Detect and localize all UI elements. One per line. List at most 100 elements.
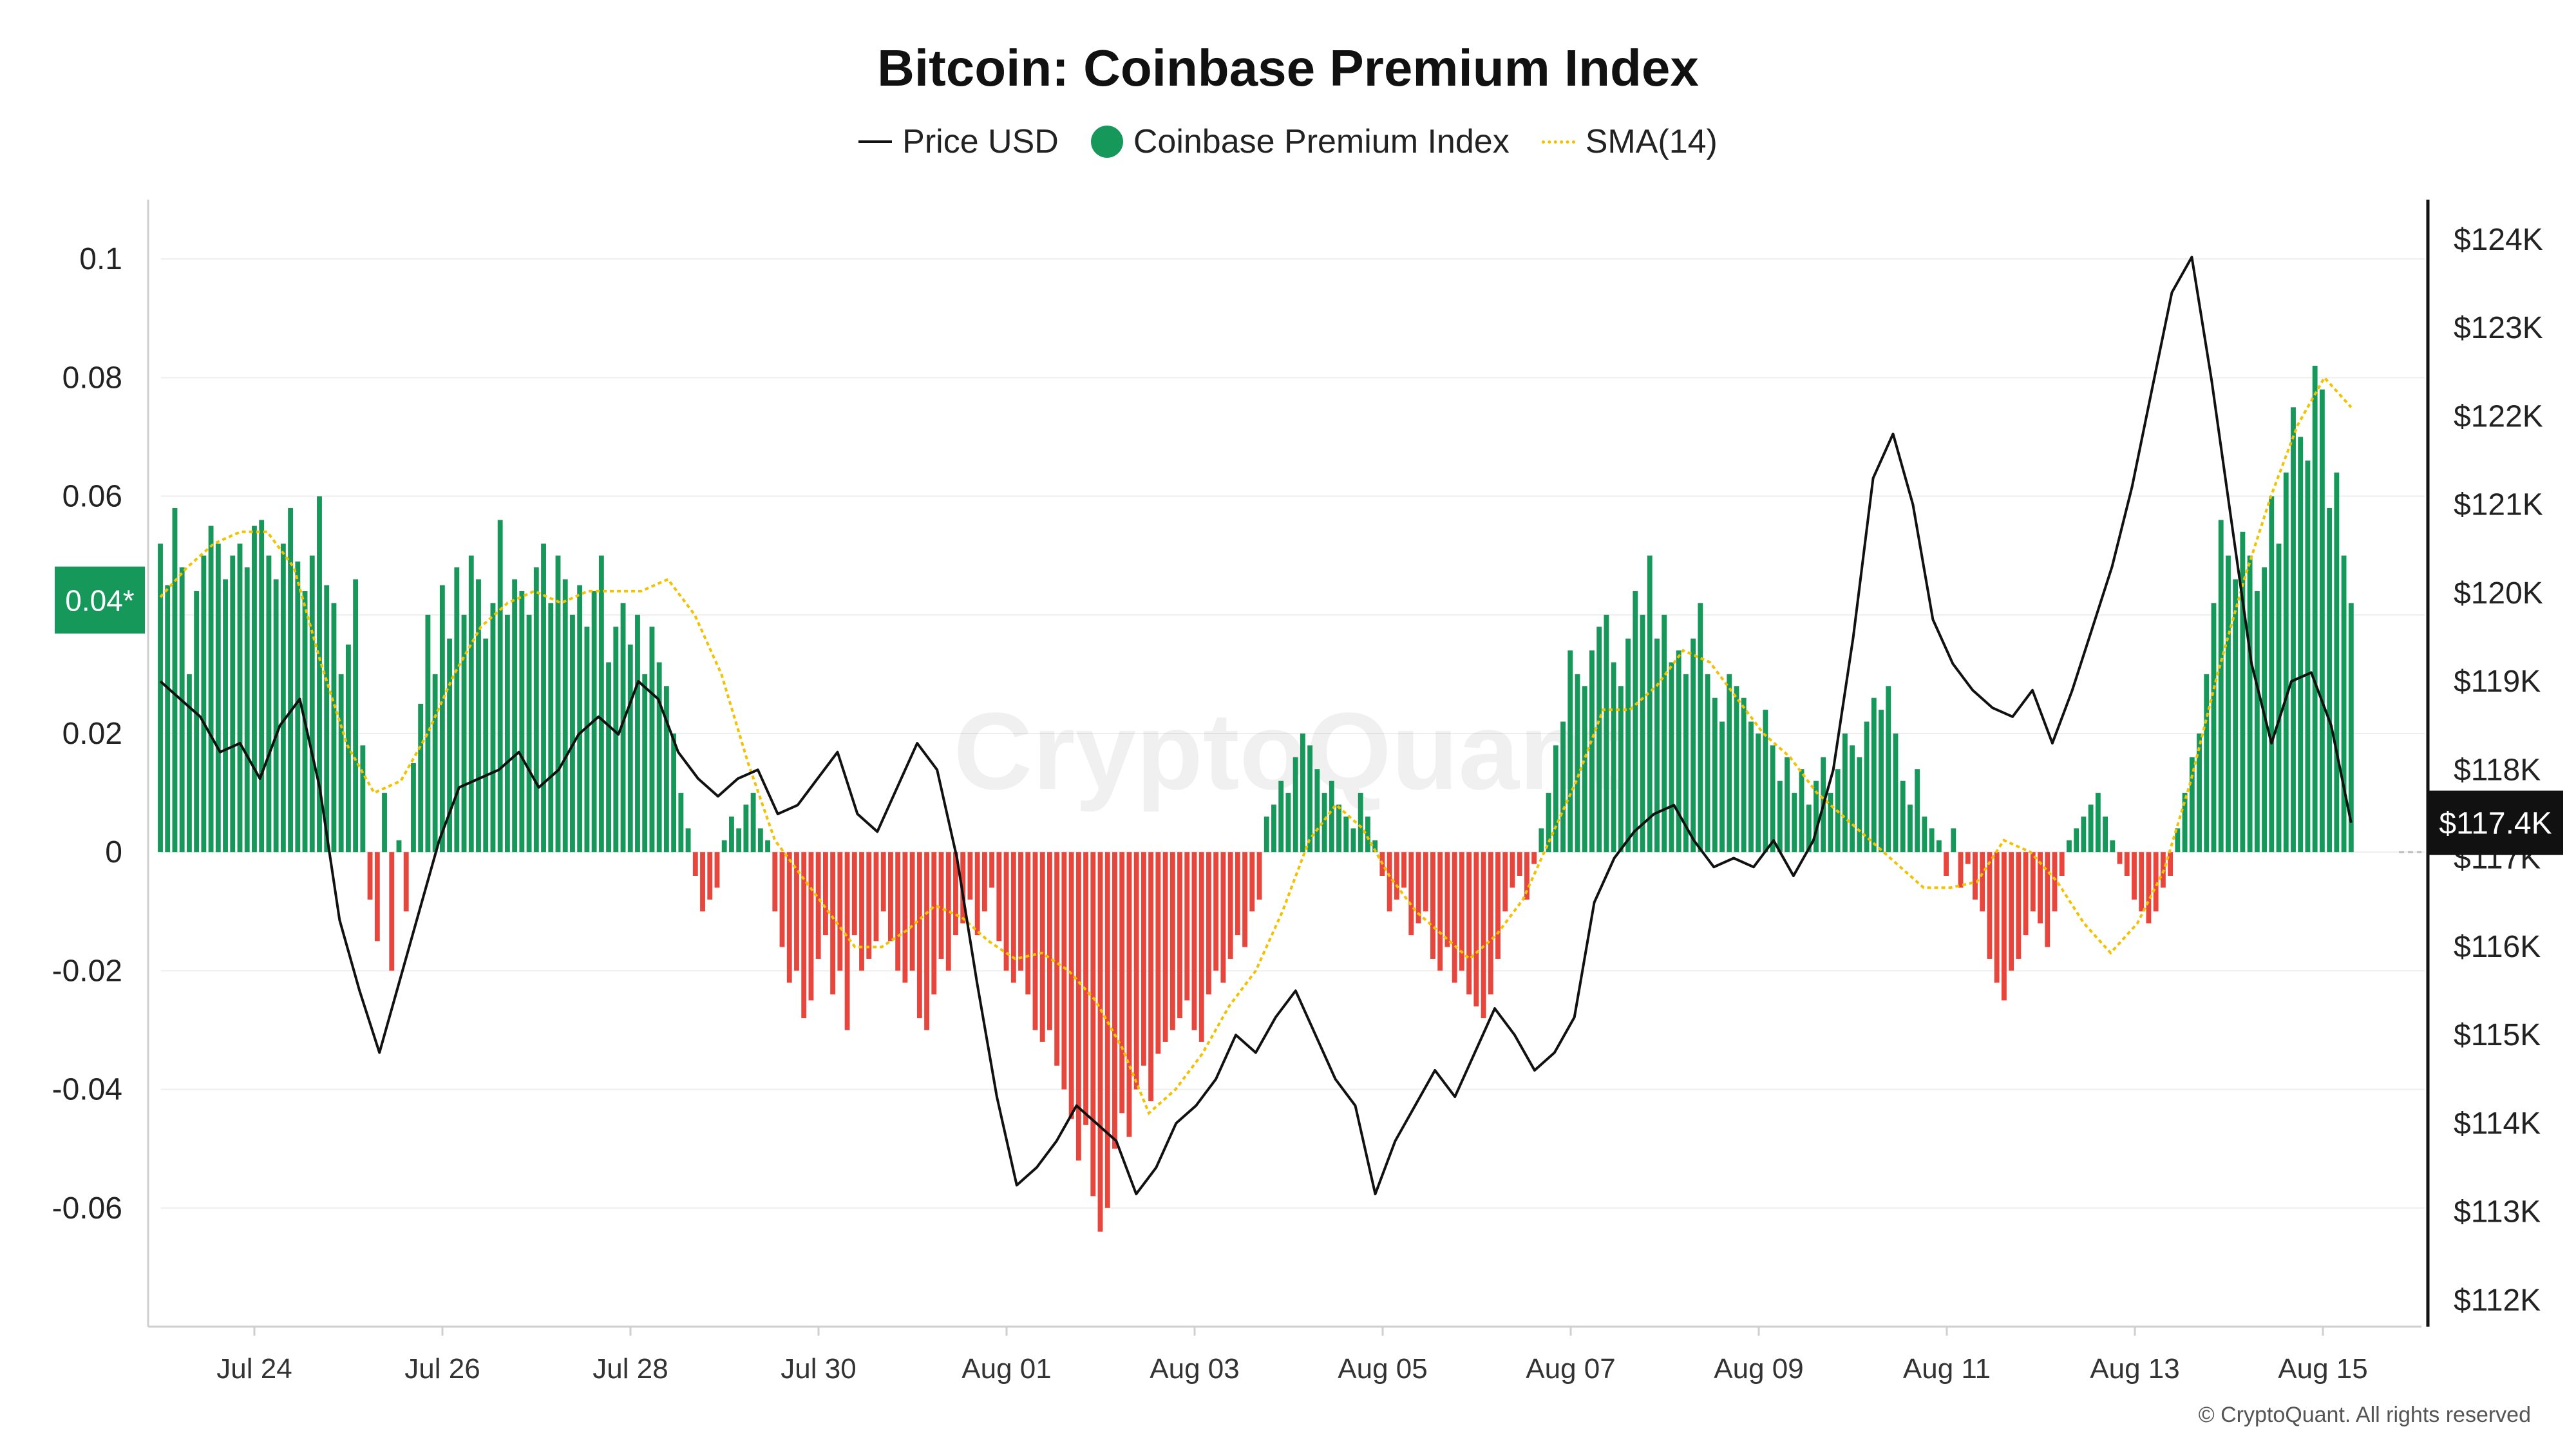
premium-bar-positive: [1734, 686, 1739, 853]
premium-bar-positive: [1336, 804, 1341, 853]
premium-bar-negative: [1213, 852, 1219, 971]
premium-bar-positive: [729, 816, 734, 853]
sma-dash-swatch: [1541, 140, 1575, 144]
premium-bar-positive: [1546, 793, 1551, 853]
premium-bar-negative: [1032, 852, 1038, 1030]
price-line: [159, 256, 2353, 1196]
premium-bar-negative: [1502, 852, 1508, 912]
premium-bar-negative: [1524, 852, 1530, 900]
premium-bar-positive: [244, 567, 250, 853]
premium-bar-positive: [447, 638, 453, 853]
premium-bar-positive: [1307, 745, 1313, 853]
premium-bar-positive: [2204, 674, 2210, 853]
premium-bar-positive: [1770, 745, 1776, 853]
premium-bar-positive: [1293, 757, 1298, 853]
premium-bar-positive: [165, 585, 171, 853]
copyright-notice: © CryptoQuant. All rights reserved: [2198, 1403, 2531, 1427]
premium-bar-positive: [685, 828, 691, 853]
premium-bar-positive: [237, 544, 243, 853]
premium-bar-positive: [2276, 544, 2282, 853]
premium-bar-negative: [815, 852, 821, 959]
premium-bar-negative: [1430, 852, 1435, 959]
premium-bar-negative: [1994, 852, 2000, 983]
premium-bar-positive: [1806, 804, 1812, 853]
premium-bar-negative: [1987, 852, 1993, 959]
premium-bar-positive: [230, 555, 236, 853]
premium-bar-negative: [1444, 852, 1450, 947]
premium-bar-positive: [2291, 407, 2296, 853]
right-tick-label: $119K: [2454, 665, 2541, 699]
premium-bar-negative: [2030, 852, 2036, 912]
premium-bar-negative: [931, 852, 937, 995]
premium-bar-positive: [1633, 591, 1638, 853]
premium-bar-negative: [1944, 852, 1949, 876]
premium-bar-positive: [642, 674, 648, 853]
x-tick-label: Aug 03: [1150, 1353, 1239, 1385]
premium-bar-negative: [1495, 852, 1501, 959]
premium-bar-positive: [649, 627, 655, 853]
premium-bar-positive: [1300, 733, 1305, 853]
premium-bar-positive: [1343, 816, 1349, 853]
price-line-swatch: [858, 140, 893, 143]
premium-bar-positive: [215, 544, 221, 853]
premium-bar-negative: [873, 852, 879, 942]
premium-bar-negative: [1227, 852, 1233, 959]
premium-bar-negative: [692, 852, 698, 876]
premium-bar-positive: [526, 614, 532, 853]
left-tick-label: -0.04: [52, 1073, 122, 1107]
legend-item-premium[interactable]: Coinbase Premium Index: [1090, 122, 1510, 161]
premium-bar-negative: [1256, 852, 1262, 900]
premium-bar-negative: [1003, 852, 1009, 971]
premium-bar-negative: [895, 852, 901, 971]
premium-bar-positive: [2110, 840, 2116, 853]
premium-bar-negative: [837, 852, 843, 971]
right-tick-label: $115K: [2454, 1018, 2541, 1052]
watermark-text: CryptoQuant: [954, 690, 1623, 813]
premium-bar-negative: [1170, 852, 1175, 1030]
premium-bar-positive: [490, 603, 496, 853]
premium-bar-positive: [1929, 828, 1935, 853]
premium-bar-negative: [1097, 852, 1103, 1232]
premium-bar-positive: [1365, 816, 1370, 853]
premium-bar-positive: [1278, 781, 1284, 853]
legend-label-sma: SMA(14): [1585, 123, 1718, 160]
premium-bar-positive: [2269, 496, 2275, 853]
premium-bar-positive: [555, 555, 561, 853]
premium-bar-positive: [425, 614, 431, 853]
legend-item-sma[interactable]: SMA(14): [1541, 122, 1718, 161]
premium-bar-positive: [2211, 603, 2217, 853]
premium-bar-positive: [656, 662, 662, 853]
premium-bar-positive: [1763, 710, 1768, 853]
premium-bar-negative: [1481, 852, 1486, 1019]
premium-bar-positive: [186, 674, 192, 853]
legend: Price USD Coinbase Premium Index SMA(14): [0, 122, 2576, 161]
premium-bar-positive: [1799, 769, 1804, 853]
premium-bar-positive: [1264, 816, 1269, 853]
premium-bar-positive: [1567, 650, 1573, 853]
premium-bar-negative: [2153, 852, 2159, 912]
premium-bar-negative: [779, 852, 785, 947]
premium-bar-positive: [360, 745, 366, 853]
premium-bar-positive: [1589, 650, 1595, 853]
legend-item-price[interactable]: Price USD: [858, 122, 1059, 161]
premium-bar-negative: [367, 852, 373, 900]
premium-bar-positive: [1596, 627, 1602, 853]
premium-bar-positive: [2240, 531, 2246, 853]
premium-bar-positive: [439, 585, 445, 853]
premium-bar-positive: [1719, 721, 1725, 853]
premium-bar-negative: [1437, 852, 1443, 971]
premium-bar-positive: [1575, 674, 1580, 853]
premium-bar-negative: [989, 852, 995, 888]
premium-bar-negative: [2117, 852, 2123, 864]
premium-bar-negative: [786, 852, 792, 983]
premium-bar-positive: [2103, 816, 2108, 853]
premium-bar-positive: [411, 763, 416, 853]
premium-bar-positive: [2327, 507, 2333, 853]
right-tick-label: $113K: [2454, 1195, 2541, 1229]
premium-bar-negative: [1148, 852, 1154, 1101]
premium-bar-negative: [1025, 852, 1031, 995]
premium-bar-positive: [2334, 472, 2340, 853]
left-tick-label: 0.02: [62, 717, 122, 751]
premium-bar-positive: [273, 579, 279, 853]
